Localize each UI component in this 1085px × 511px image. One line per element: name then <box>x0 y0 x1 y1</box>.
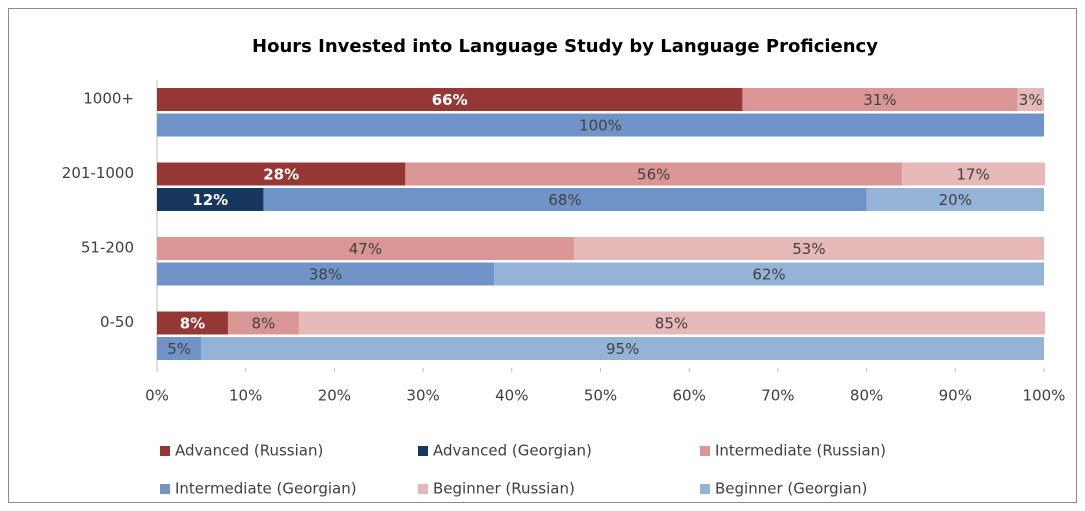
data-label: 28% <box>263 166 299 184</box>
data-label: 17% <box>956 166 989 184</box>
legend-swatch <box>418 484 428 494</box>
x-tick-label: 70% <box>761 387 794 405</box>
x-tick-label: 60% <box>673 387 706 405</box>
legend-swatch <box>700 484 710 494</box>
data-label: 47% <box>349 240 382 258</box>
bar-segment <box>201 337 1045 360</box>
bar-segment <box>157 262 495 286</box>
x-tick-label: 20% <box>318 387 351 405</box>
plot-area <box>157 88 1045 360</box>
bar-segment <box>494 262 1044 286</box>
data-label: 56% <box>637 166 670 184</box>
data-label: 12% <box>192 191 228 209</box>
legend-label: Beginner (Russian) <box>433 480 575 498</box>
data-label: 85% <box>655 315 688 333</box>
bar-segment <box>157 162 406 186</box>
legend-swatch <box>160 484 170 494</box>
bar-segment <box>157 311 228 335</box>
data-label: 8% <box>180 315 205 333</box>
y-tick-label: 1000+ <box>83 90 134 108</box>
chart-title: Hours Invested into Language Study by La… <box>252 36 878 57</box>
x-tick-label: 50% <box>584 387 617 405</box>
y-tick-label: 201-1000 <box>62 164 134 182</box>
data-label: 31% <box>863 91 896 109</box>
bar-segment <box>263 188 867 211</box>
bar-segment <box>227 311 299 335</box>
bar-segment <box>866 188 1044 211</box>
x-tick-label: 40% <box>495 387 528 405</box>
bar-segment <box>1017 88 1044 111</box>
legend-swatch <box>160 446 170 456</box>
bar-segment <box>157 113 1044 137</box>
data-label: 68% <box>548 191 581 209</box>
data-label: 95% <box>606 340 639 358</box>
x-tick-label: 100% <box>1023 387 1066 405</box>
x-tick-label: 30% <box>406 387 439 405</box>
x-tick-label: 10% <box>229 387 262 405</box>
legend-swatch <box>418 446 428 456</box>
legend-label: Beginner (Georgian) <box>715 480 867 498</box>
data-label: 62% <box>752 266 785 284</box>
bar-segment <box>157 237 574 260</box>
data-label: 100% <box>579 117 622 135</box>
x-tick-label: 80% <box>850 387 883 405</box>
x-tick-label: 90% <box>939 387 972 405</box>
bar-segment <box>298 311 1045 335</box>
legend-swatch <box>700 446 710 456</box>
data-label: 38% <box>309 266 342 284</box>
data-label: 3% <box>1019 91 1043 109</box>
legend-label: Intermediate (Georgian) <box>175 480 357 498</box>
data-label: 5% <box>167 340 191 358</box>
bar-segment <box>157 88 743 111</box>
legend-label: Advanced (Georgian) <box>433 442 592 460</box>
bar-segment <box>742 88 1018 111</box>
bar-segment <box>405 162 903 186</box>
data-label: 53% <box>792 240 825 258</box>
bar-segment <box>157 188 264 211</box>
legend-label: Intermediate (Russian) <box>715 442 886 460</box>
legend-label: Advanced (Russian) <box>175 442 323 460</box>
data-label: 66% <box>432 91 468 109</box>
bar-segment <box>157 337 202 360</box>
data-label: 20% <box>939 191 972 209</box>
x-tick-label: 0% <box>145 387 169 405</box>
y-tick-label: 51-200 <box>81 239 134 257</box>
bar-segment <box>902 162 1045 186</box>
bar-segment <box>573 237 1044 260</box>
data-label: 8% <box>252 315 276 333</box>
y-tick-label: 0-50 <box>100 313 134 331</box>
